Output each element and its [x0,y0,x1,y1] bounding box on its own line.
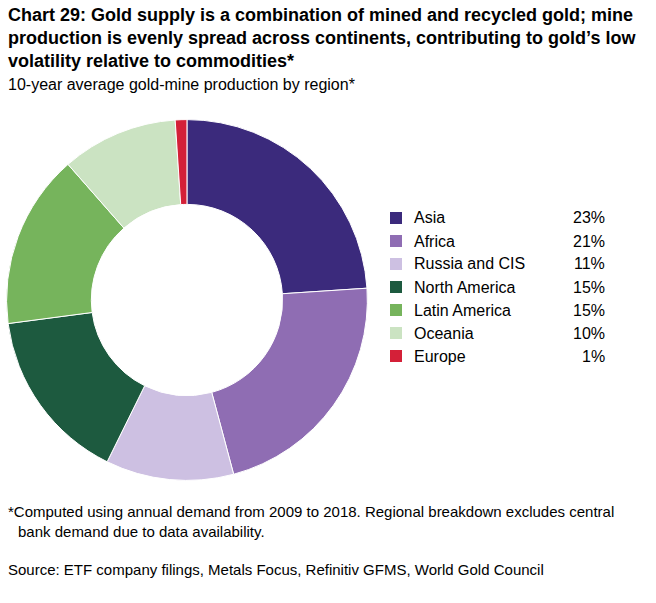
svg-text:Russia and CIS: Russia and CIS [414,255,525,272]
svg-text:Oceania: Oceania [414,325,474,342]
svg-text:15%: 15% [573,302,605,319]
svg-text:Asia: Asia [414,209,445,226]
html-text:Source: ETF company filings, M: Source: ETF company filings, Metals Focu… [8,561,544,578]
svg-text:11%: 11% [574,255,605,272]
svg-text:1%: 1% [582,348,605,365]
svg-text:Europe: Europe [414,348,466,365]
html-text:10-year average gold-mine prod: 10-year average gold-mine production by … [8,76,355,93]
svg-text:15%: 15% [573,279,605,296]
svg-text:Latin America: Latin America [414,302,511,319]
svg-text:10%: 10% [573,325,605,342]
svg-text:21%: 21% [573,233,605,250]
svg-text:23%: 23% [573,209,605,226]
html-text:Chart 29: Gold supply is a com: Chart 29: Gold supply is a combination o… [8,5,636,71]
svg-text:Africa: Africa [414,233,455,250]
svg-text:North America: North America [414,279,515,296]
html-text:*Computed using annual demand: *Computed using annual demand from 2009 … [8,503,615,540]
